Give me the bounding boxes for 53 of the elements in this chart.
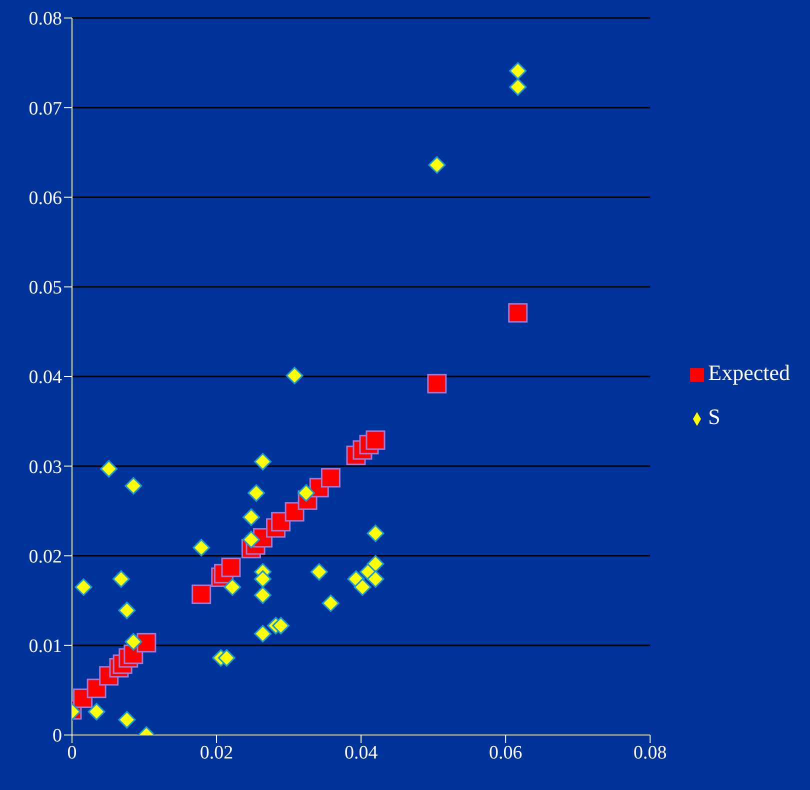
x-tick-label: 0.08 (634, 742, 667, 764)
point (221, 558, 241, 578)
point (272, 616, 290, 634)
point (254, 452, 272, 470)
point (248, 484, 266, 502)
y-tick-label: 0.01 (28, 636, 62, 658)
point (366, 570, 384, 588)
y-tick-label: 0.02 (28, 546, 62, 568)
point (509, 62, 527, 80)
point (242, 508, 260, 526)
legend-label: S (708, 404, 720, 429)
point (366, 524, 384, 542)
x-tick-label: 0.04 (344, 742, 378, 764)
point (118, 602, 136, 620)
point (286, 366, 304, 384)
y-tick-label: 0.05 (28, 278, 62, 299)
point (118, 711, 136, 729)
point (136, 632, 156, 652)
y-tick-label: 0.06 (28, 188, 62, 209)
point (88, 702, 106, 720)
y-tick-label: 0.07 (28, 98, 62, 120)
point (508, 303, 528, 323)
point (509, 78, 527, 96)
point (354, 578, 372, 596)
y-tick-label: 0.04 (28, 367, 62, 388)
point (254, 586, 272, 604)
y-tick-label: 0.08 (28, 8, 62, 30)
legend-label: Expected (708, 360, 790, 385)
y-tick-label: 0.03 (28, 456, 62, 478)
point (112, 570, 130, 588)
point (322, 594, 340, 612)
point (124, 477, 142, 495)
point (366, 430, 386, 450)
point (192, 538, 210, 556)
point (242, 530, 260, 548)
point (224, 578, 242, 596)
point (192, 584, 212, 604)
point (320, 468, 340, 488)
point (254, 570, 272, 588)
x-tick-label: 0.02 (200, 742, 234, 764)
point (218, 649, 236, 667)
point (124, 633, 142, 651)
y-tick-label: 0 (52, 726, 62, 747)
point (74, 578, 92, 596)
point (427, 374, 447, 394)
point (100, 460, 118, 478)
point (297, 484, 315, 502)
point (254, 624, 272, 642)
point (428, 156, 446, 174)
x-tick-label: 0 (67, 742, 77, 764)
point (366, 555, 384, 573)
x-tick-label: 0.06 (488, 742, 522, 764)
point (310, 563, 328, 581)
